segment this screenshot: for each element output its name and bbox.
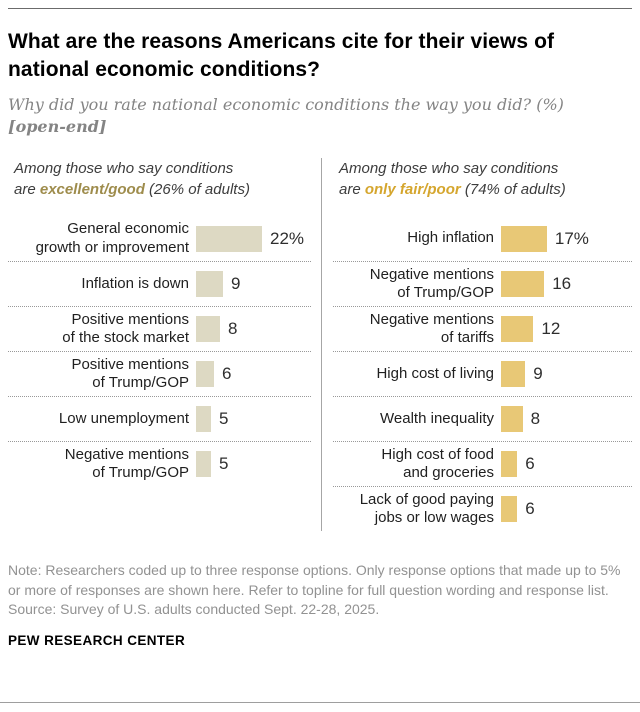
bar-rows-right: High inflation 17% Negative mentions of … bbox=[333, 216, 632, 531]
value-label: 5 bbox=[219, 409, 229, 429]
pew-research-center-wordmark: PEW RESEARCH CENTER bbox=[8, 632, 186, 648]
category-label: Positive mentions of Trump/GOP bbox=[71, 355, 189, 392]
chart-subtitle: Why did you rate national economic condi… bbox=[8, 94, 632, 139]
panel-header-highlight: excellent/good bbox=[39, 181, 145, 199]
category-label: Negative mentions of Trump/GOP bbox=[369, 265, 494, 302]
panel-header-line2-post: (74% of adults) bbox=[460, 181, 566, 199]
bar bbox=[501, 406, 523, 433]
panel-header-only-fair-poor: Among those who say conditions are only … bbox=[339, 158, 632, 200]
value-label: 8 bbox=[530, 409, 541, 429]
chart-footer: Note: Researchers coded up to three resp… bbox=[8, 561, 632, 648]
chart-row: Negative mentions of Trump/GOP 5 bbox=[8, 441, 311, 486]
chart-card: What are the reasons Americans cite for … bbox=[0, 8, 640, 703]
subtitle-openend: [open-end] bbox=[8, 117, 107, 137]
bar bbox=[501, 271, 545, 298]
footnote: Note: Researchers coded up to three resp… bbox=[8, 562, 621, 598]
category-label: Negative mentions of Trump/GOP bbox=[64, 445, 189, 482]
chart-row: Negative mentions of Trump/GOP 16 bbox=[333, 261, 632, 306]
panel-header-line1: Among those who say conditions bbox=[14, 160, 234, 178]
chart-row: Negative mentions of tariffs 12 bbox=[333, 306, 632, 351]
panel-header-highlight: only fair/poor bbox=[364, 181, 461, 199]
value-label: 8 bbox=[228, 319, 238, 339]
bar bbox=[196, 451, 211, 478]
chart-row: High cost of food and groceries 6 bbox=[333, 441, 632, 486]
panel-header-excellent-good: Among those who say conditions are excel… bbox=[14, 158, 311, 200]
category-label: Positive mentions of the stock market bbox=[62, 310, 189, 347]
value-label: 6 bbox=[222, 364, 232, 384]
chart-row: Low unemployment 5 bbox=[8, 396, 311, 441]
bar bbox=[501, 361, 526, 388]
panel-header-line2-pre: are bbox=[339, 181, 365, 199]
chart-row: High cost of living 9 bbox=[333, 351, 632, 396]
chart-row: General economic growth or improvement 2… bbox=[8, 216, 311, 261]
panel-excellent-good: Among those who say conditions are excel… bbox=[8, 158, 321, 531]
value-label: 16 bbox=[552, 274, 572, 294]
bar bbox=[196, 361, 214, 388]
chart-row: Positive mentions of Trump/GOP 6 bbox=[8, 351, 311, 396]
value-label: 17% bbox=[554, 228, 589, 248]
bar-rows-left: General economic growth or improvement 2… bbox=[8, 216, 311, 486]
bar bbox=[196, 406, 211, 433]
category-label: General economic growth or improvement bbox=[35, 220, 189, 256]
value-label: 5 bbox=[219, 454, 229, 474]
category-label: Low unemployment bbox=[58, 409, 189, 427]
panel-only-fair-poor: Among those who say conditions are only … bbox=[321, 158, 632, 532]
page-title: What are the reasons Americans cite for … bbox=[8, 30, 555, 82]
panel-header-line2-post: (26% of adults) bbox=[144, 181, 250, 199]
value-label: 9 bbox=[231, 274, 241, 294]
chart-row: Wealth inequality 8 bbox=[333, 396, 632, 441]
bar bbox=[501, 496, 518, 523]
chart-row: Positive mentions of the stock market 8 bbox=[8, 306, 311, 351]
chart-row: Lack of good paying jobs or low wages 6 bbox=[333, 486, 632, 531]
panel-header-line1: Among those who say conditions bbox=[339, 160, 559, 178]
category-label: Negative mentions of tariffs bbox=[369, 310, 494, 347]
subtitle-question: Why did you rate national economic condi… bbox=[8, 94, 564, 114]
category-label: Inflation is down bbox=[81, 274, 189, 292]
bar bbox=[196, 316, 220, 343]
value-label: 12 bbox=[541, 319, 561, 339]
category-label: Wealth inequality bbox=[380, 409, 494, 427]
bar bbox=[196, 271, 223, 298]
value-label: 6 bbox=[525, 454, 535, 474]
panel-header-line2-pre: are bbox=[14, 181, 40, 199]
category-label: High cost of food and groceries bbox=[381, 445, 494, 482]
chart-row: Inflation is down 9 bbox=[8, 261, 311, 306]
category-label: High cost of living bbox=[376, 364, 494, 382]
bar bbox=[501, 451, 518, 478]
category-label: High inflation bbox=[407, 229, 494, 247]
bar bbox=[501, 316, 534, 343]
value-label: 22% bbox=[270, 228, 305, 248]
bar bbox=[196, 225, 262, 252]
bottom-rule bbox=[0, 702, 640, 703]
chart-row: High inflation 17% bbox=[333, 216, 632, 261]
category-label: Lack of good paying jobs or low wages bbox=[359, 490, 494, 527]
top-rule bbox=[8, 8, 632, 9]
value-label: 6 bbox=[525, 499, 535, 519]
panels: Among those who say conditions are excel… bbox=[8, 158, 632, 532]
source-line: Source: Survey of U.S. adults conducted … bbox=[8, 601, 380, 618]
bar bbox=[501, 225, 547, 252]
value-label: 9 bbox=[533, 364, 543, 384]
